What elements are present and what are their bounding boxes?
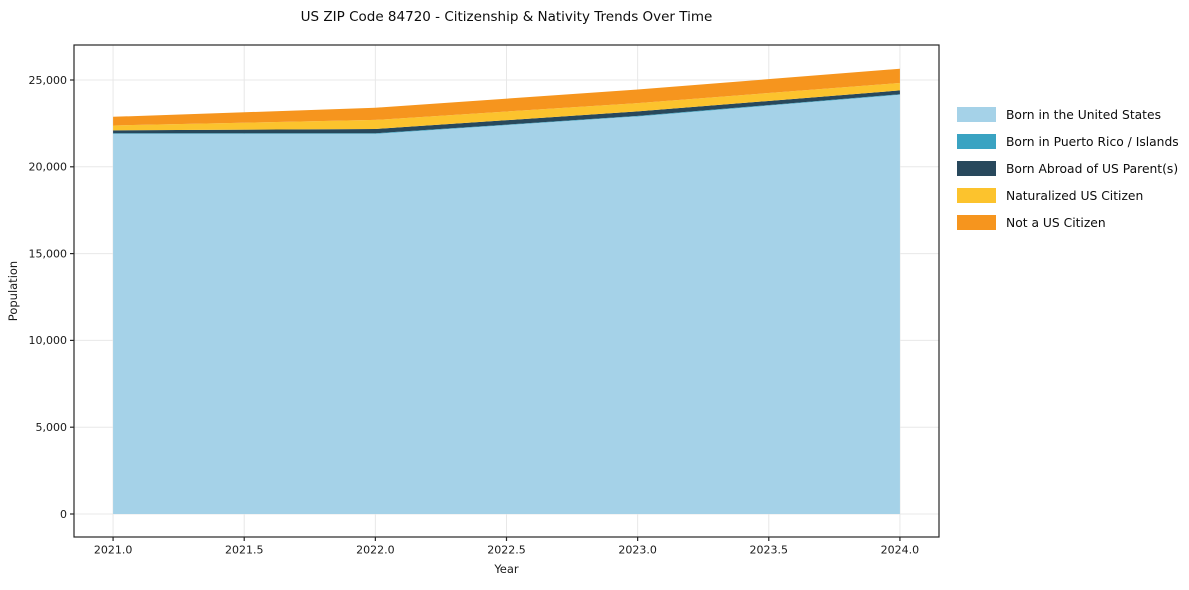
- legend-swatch-puerto-rico: [957, 134, 996, 149]
- legend-label: Born in the United States: [1006, 107, 1161, 122]
- area-not-citizen: [113, 68, 900, 126]
- y-tick-label: 10,000: [29, 334, 68, 347]
- legend-swatch-born-us: [957, 107, 996, 122]
- y-tick-label: 20,000: [29, 161, 68, 174]
- y-tick-label: 25,000: [29, 74, 68, 87]
- legend-item-puerto-rico: Born in Puerto Rico / Islands: [957, 128, 1179, 155]
- legend-label: Naturalized US Citizen: [1006, 188, 1144, 203]
- chart-title: US ZIP Code 84720 - Citizenship & Nativi…: [300, 9, 713, 25]
- y-tick-label: 15,000: [29, 247, 68, 260]
- legend-label: Born Abroad of US Parent(s): [1006, 161, 1179, 176]
- y-tick-label: 5,000: [36, 421, 68, 434]
- legend-item-not-citizen: Not a US Citizen: [957, 209, 1179, 236]
- y-tick-label: 0: [60, 508, 67, 521]
- legend-label: Born in Puerto Rico / Islands: [1006, 134, 1179, 149]
- x-tick-label: 2021.0: [94, 544, 133, 557]
- area-naturalized: [113, 82, 900, 131]
- legend: Born in the United States Born in Puerto …: [957, 101, 1179, 236]
- x-tick-label: 2022.0: [356, 544, 395, 557]
- legend-swatch-naturalized: [957, 188, 996, 203]
- x-tick-label: 2021.5: [225, 544, 264, 557]
- area-born-us: [113, 94, 900, 514]
- x-axis-label: Year: [494, 562, 519, 576]
- x-tick-label: 2022.5: [487, 544, 526, 557]
- x-tick-label: 2024.0: [881, 544, 920, 557]
- y-axis-label: Population: [6, 260, 20, 322]
- x-tick-label: 2023.5: [750, 544, 789, 557]
- legend-item-naturalized: Naturalized US Citizen: [957, 182, 1179, 209]
- legend-item-born-abroad: Born Abroad of US Parent(s): [957, 155, 1179, 182]
- legend-item-born-us: Born in the United States: [957, 101, 1179, 128]
- legend-swatch-not-citizen: [957, 215, 996, 230]
- x-tick-label: 2023.0: [618, 544, 657, 557]
- legend-swatch-born-abroad: [957, 161, 996, 176]
- legend-label: Not a US Citizen: [1006, 215, 1106, 230]
